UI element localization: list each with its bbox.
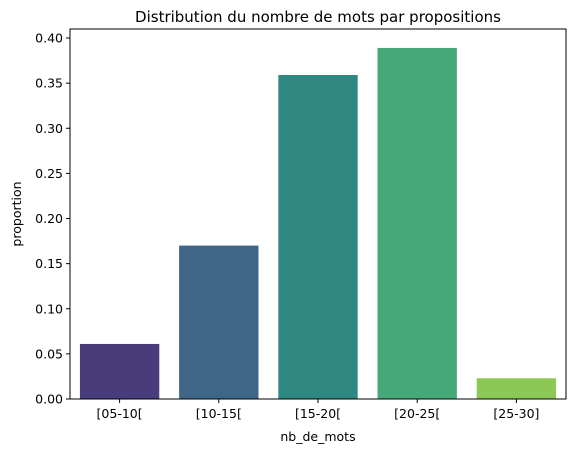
y-tick-label: 0.00 [35, 392, 63, 407]
x-tick-label: [05-10[ [97, 406, 143, 421]
y-tick-label: 0.25 [35, 166, 63, 181]
x-tick-label: [10-15[ [196, 406, 242, 421]
y-axis-title: proportion [9, 181, 24, 246]
y-tick-label: 0.05 [35, 346, 63, 361]
y-axis-ticks: 0.00 0.05 0.10 0.15 0.20 0.25 0.30 0.35 0.40 [35, 31, 70, 407]
bar-2 [278, 75, 358, 400]
x-tick-label: [25-30] [493, 406, 539, 421]
bar-0 [79, 343, 160, 399]
x-tick-label: [20-25[ [394, 406, 440, 421]
bars-group [79, 47, 557, 400]
y-tick-label: 0.30 [35, 121, 63, 136]
x-axis-title: nb_de_mots [280, 429, 355, 444]
y-tick-label: 0.35 [35, 76, 63, 91]
plot-frame [69, 28, 567, 400]
bar-4 [476, 378, 557, 399]
y-tick-label: 0.40 [35, 31, 63, 46]
chart-title: Distribution du nombre de mots par propo… [135, 8, 501, 26]
y-tick-label: 0.10 [35, 301, 63, 316]
bar-1 [179, 245, 259, 399]
bar-3 [377, 47, 457, 399]
y-tick-label: 0.15 [35, 256, 63, 271]
x-axis-ticks: [05-10[ [10-15[ [15-20[ [20-25[ [25-30] [97, 399, 539, 421]
y-tick-label: 0.20 [35, 211, 63, 226]
x-tick-label: [15-20[ [295, 406, 341, 421]
